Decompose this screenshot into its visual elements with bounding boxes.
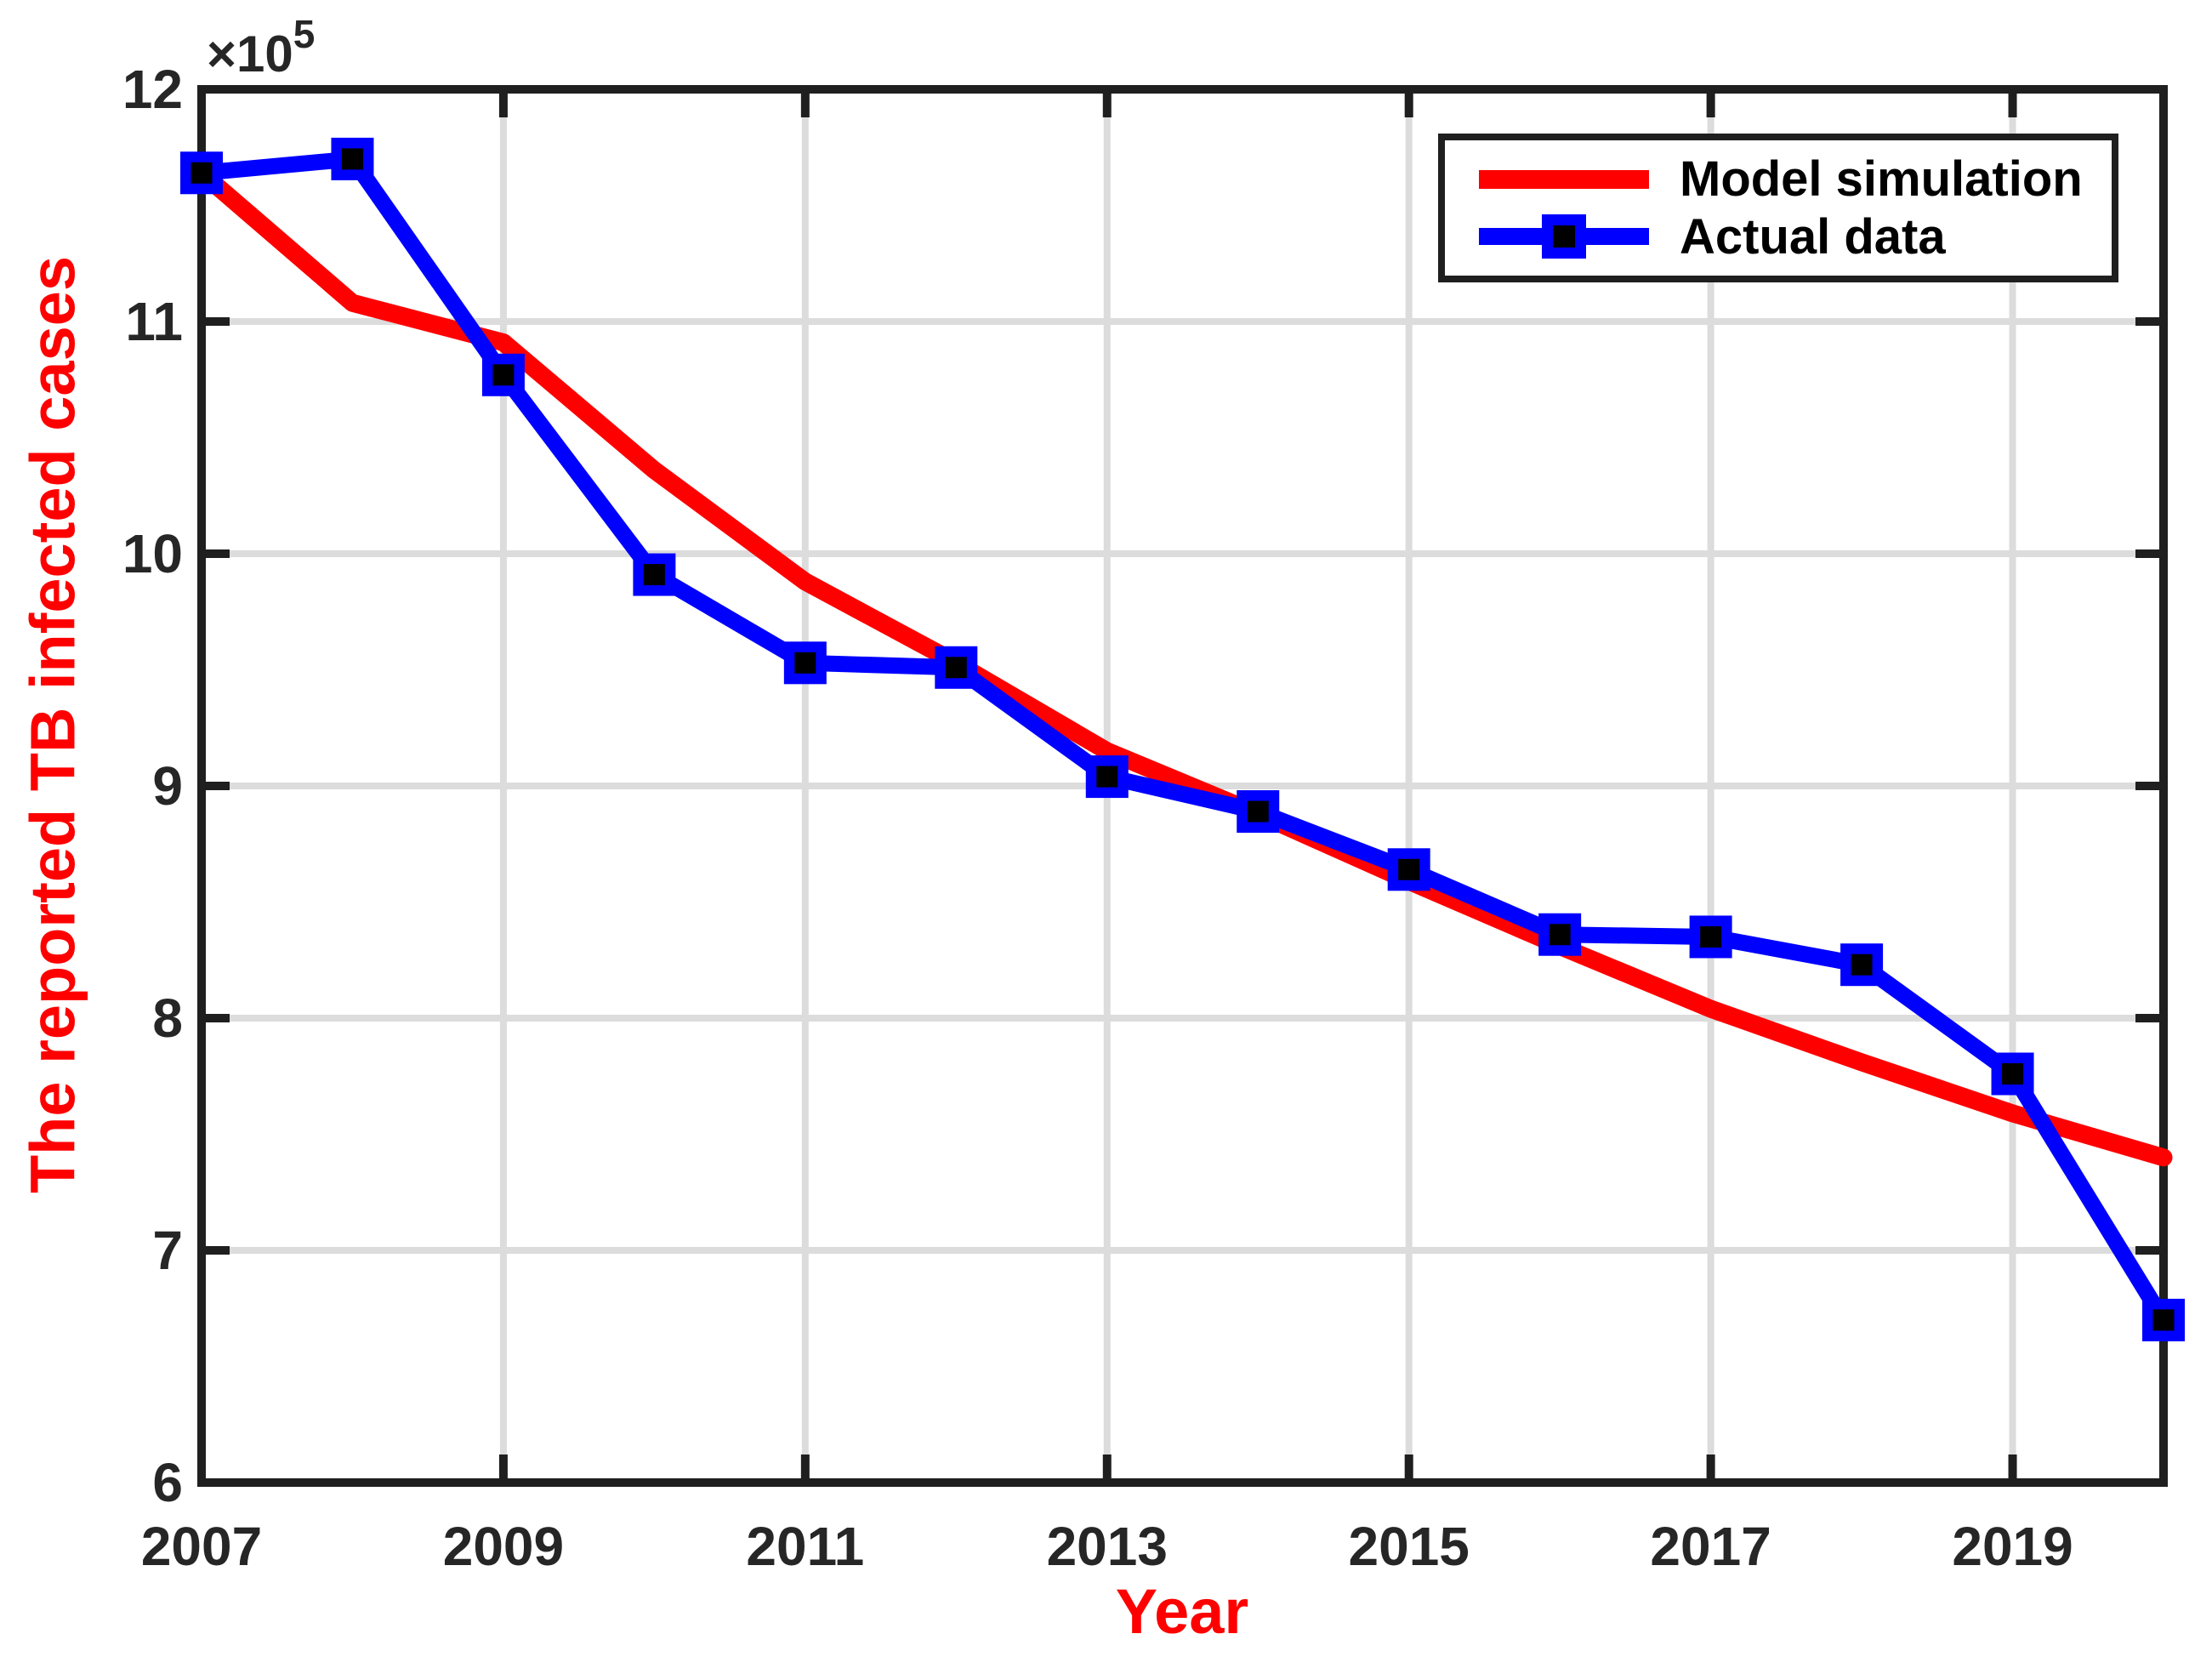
legend-sample-blue-line-marker bbox=[1479, 213, 1649, 260]
square-marker-icon bbox=[1542, 214, 1586, 259]
data-point-marker-center bbox=[341, 148, 363, 170]
data-point-marker-center bbox=[190, 162, 213, 184]
data-point-marker-center bbox=[2152, 1309, 2175, 1331]
legend: Model simulation Actual data bbox=[1438, 134, 2118, 282]
x-axis-title: Year bbox=[1115, 1576, 1249, 1647]
data-point-marker-center bbox=[794, 652, 816, 674]
y-tick-label: 11 bbox=[125, 291, 183, 352]
marker-center bbox=[1553, 225, 1575, 248]
actual-data-line bbox=[193, 151, 2172, 1329]
y-tick-label: 9 bbox=[152, 755, 183, 817]
data-point-marker-center bbox=[492, 364, 515, 386]
y-tick-label: 10 bbox=[122, 523, 183, 584]
x-tick-label: 2019 bbox=[1952, 1516, 2073, 1577]
data-point-marker-center bbox=[2002, 1063, 2024, 1085]
y-axis-title: The reported TB infected cases bbox=[17, 255, 88, 1194]
x-tick-label: 2007 bbox=[140, 1516, 263, 1577]
exponent-base: ×10 bbox=[207, 26, 293, 83]
exponent-power: 5 bbox=[293, 12, 316, 56]
x-tick-label: 2013 bbox=[1046, 1516, 1168, 1577]
plot-area bbox=[180, 85, 2185, 1487]
y-tick-label: 12 bbox=[122, 59, 183, 120]
red-line-swatch bbox=[1479, 169, 1649, 189]
model-simulation-line bbox=[192, 163, 2173, 1167]
x-tick-label: 2017 bbox=[1650, 1516, 1771, 1577]
data-point-marker-center bbox=[1851, 954, 1873, 976]
data-point-marker-center bbox=[945, 657, 967, 679]
x-tick-label: 2011 bbox=[746, 1516, 865, 1577]
y-tick-label: 7 bbox=[152, 1220, 183, 1281]
data-point-marker-center bbox=[643, 564, 665, 586]
y-tick-label: 6 bbox=[152, 1452, 183, 1513]
data-point-marker-center bbox=[1398, 858, 1420, 880]
y-tick-label: 8 bbox=[152, 988, 183, 1049]
data-point-marker-center bbox=[1700, 925, 1722, 948]
data-point-marker-center bbox=[1247, 800, 1269, 823]
x-tick-label: 2015 bbox=[1348, 1516, 1470, 1577]
legend-sample-red-line bbox=[1479, 156, 1649, 203]
legend-entry-model-simulation: Model simulation bbox=[1479, 151, 2103, 208]
legend-label: Actual data bbox=[1680, 208, 1946, 265]
data-point-marker-center bbox=[1549, 924, 1571, 946]
legend-label: Model simulation bbox=[1680, 151, 2083, 208]
y-axis-exponent: ×105 bbox=[207, 14, 315, 83]
legend-entry-actual-data: Actual data bbox=[1479, 208, 2103, 265]
x-tick-label: 2009 bbox=[442, 1516, 565, 1577]
data-point-marker-center bbox=[1096, 766, 1118, 788]
